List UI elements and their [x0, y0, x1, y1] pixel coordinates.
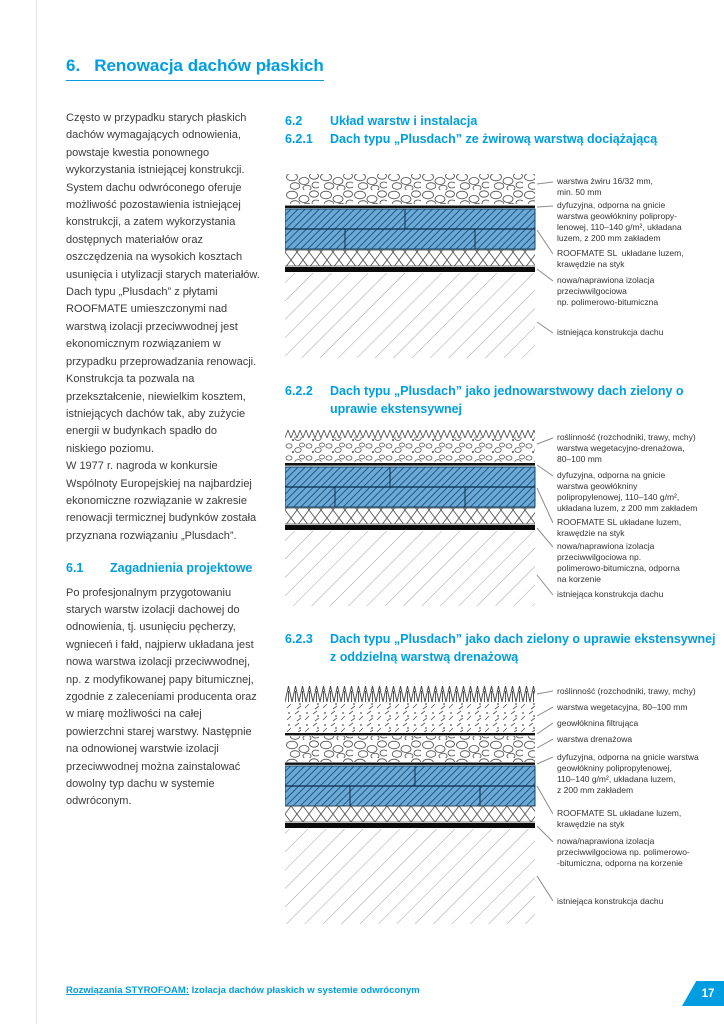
section-6-2-title: Układ warstw i instalacja [330, 114, 478, 128]
page-title: 6. Renowacja dachów płaskich [66, 56, 324, 81]
vegetation-substrate-layer [285, 702, 535, 732]
roof-section-drawing-2 [285, 430, 553, 606]
section-6-2-3-heading: 6.2.3 Dach typu „Plusdach” jako dach zie… [285, 630, 721, 666]
diagram2-label-membrane: nowa/naprawiona izolacja przeciwwilgocio… [557, 541, 680, 584]
separation-layer [285, 250, 535, 266]
diagram3-label-substrate: warstwa wegetacyjna, 80–100 mm [557, 702, 688, 712]
existing-roof-structure [285, 531, 535, 606]
section-6-2-heading: 6.2 Układ warstw i instalacja [285, 112, 721, 130]
diagram1-label-geotextile: dyfuzyjna, odporna na gnicie warstwa geo… [557, 200, 682, 243]
diagram3-label-membrane: nowa/naprawiona izolacja przeciwwilgocio… [557, 836, 690, 868]
vegetation-tufts [285, 430, 535, 438]
gravel-layer [285, 174, 535, 204]
section-6-2-2-title: Dach typu „Plusdach” jako jednowarstwowy… [330, 384, 684, 416]
footer-text: Izolacja dachów płaskich w systemie odwr… [188, 985, 420, 996]
diagram1-label-roofmate: ROOFMATE SL układane luzem, krawędzie na… [557, 248, 684, 269]
filter-geotextile-layer [285, 733, 535, 736]
geotextile-layer [285, 205, 535, 209]
section-6-1-number: 6.1 [66, 561, 84, 576]
waterproofing-membrane [285, 823, 535, 828]
callout-lines [536, 437, 553, 596]
section-6-2-3-title: Dach typu „Plusdach” jako dach zielony o… [330, 632, 716, 664]
callout-lines [536, 181, 553, 334]
existing-roof-structure [285, 273, 535, 358]
diagram1-label-structure: istniejąca konstrukcja dachu [557, 327, 664, 337]
intro-paragraph: Często w przypadku starych płaskich dach… [66, 112, 260, 542]
diffusion-geotextile-layer [285, 762, 535, 765]
roof-diagram-gravel: warstwa żwiru 16/32 mm, min. 50 mm dyfuz… [285, 172, 721, 362]
diagram1-label-gravel: warstwa żwiru 16/32 mm, min. 50 mm [557, 176, 653, 197]
right-column: 6.2 Układ warstw i instalacja 6.2.1 Dach… [285, 112, 721, 926]
waterproofing-membrane [285, 525, 535, 530]
roof-diagram-green-single: roślinność (rozchodniki, trawy, mchy) wa… [285, 430, 721, 608]
section-6-2-2-heading: 6.2.2 Dach typu „Plusdach” jako jednowar… [285, 382, 721, 418]
diagram2-label-roofmate: ROOFMATE SL układane luzem, krawędzie na… [557, 517, 682, 538]
separation-layer [285, 508, 535, 524]
section-6-2-1-title: Dach typu „Plusdach” ze żwirową warstwą … [330, 132, 658, 146]
page-number-tab: 17 [682, 981, 724, 1006]
diagram3-label-structure: istniejąca konstrukcja dachu [557, 896, 664, 906]
section-6-2-1-heading: 6.2.1 Dach typu „Plusdach” ze żwirową wa… [285, 130, 721, 148]
drainage-layer [285, 736, 535, 762]
section-6-1-body: Po profesjonalnym przygotowaniu starych … [66, 586, 257, 808]
diagram3-label-geotextile: dyfuzyjna, odporna na gnicie warstwa geo… [557, 752, 699, 795]
section-6-2-1-number: 6.2.1 [285, 132, 313, 146]
diagram3-label-drainage: warstwa drenażowa [557, 734, 633, 744]
geotextile-layer [285, 463, 535, 466]
diagram1-label-membrane: nowa/naprawiona izolacja przeciwwilgocio… [557, 275, 659, 307]
footer-brand: Rozwiązania STYROFOAM: [66, 985, 189, 996]
left-column: Często w przypadku starych płaskich dach… [66, 110, 260, 811]
waterproofing-membrane [285, 267, 535, 272]
section-6-2-number: 6.2 [285, 114, 303, 128]
page-number: 17 [701, 987, 715, 1000]
diagram3-label-roofmate: ROOFMATE SL układane luzem, krawędzie na… [557, 808, 682, 829]
separation-layer [285, 806, 535, 822]
roof-section-drawing-3 [285, 686, 553, 924]
existing-roof-structure [285, 829, 535, 924]
page-title-number: 6. [66, 56, 81, 75]
diagram3-label-plants: roślinność (rozchodniki, trawy, mchy) [557, 686, 696, 696]
section-6-1-heading: 6.1 Zagadnienia projektowe [66, 560, 260, 577]
page-fold-line [36, 0, 37, 1024]
roof-section-drawing-1 [285, 174, 553, 358]
page-footer: Rozwiązania STYROFOAM: Izolacja dachów p… [66, 985, 420, 996]
section-6-1-title: Zagadnienia projektowe [110, 561, 253, 576]
section-6-2-3-number: 6.2.3 [285, 632, 313, 646]
diagram2-label-vegetation: roślinność (rozchodniki, trawy, mchy) wa… [557, 432, 696, 464]
vegetation-drainage-layer [285, 437, 535, 462]
page-title-text: Renowacja dachów płaskich [94, 56, 324, 75]
diagram2-label-structure: istniejąca konstrukcja dachu [557, 589, 664, 599]
callout-lines [536, 690, 553, 902]
vegetation-grass [285, 686, 535, 702]
section-6-2-2-number: 6.2.2 [285, 384, 313, 398]
diagram2-label-geotextile: dyfuzyjna, odporna na gnicie warstwa geo… [557, 470, 698, 513]
diagram3-label-filter: geowłóknina filtrująca [557, 718, 639, 728]
roof-diagram-green-drainage: roślinność (rozchodniki, trawy, mchy) wa… [285, 686, 721, 926]
